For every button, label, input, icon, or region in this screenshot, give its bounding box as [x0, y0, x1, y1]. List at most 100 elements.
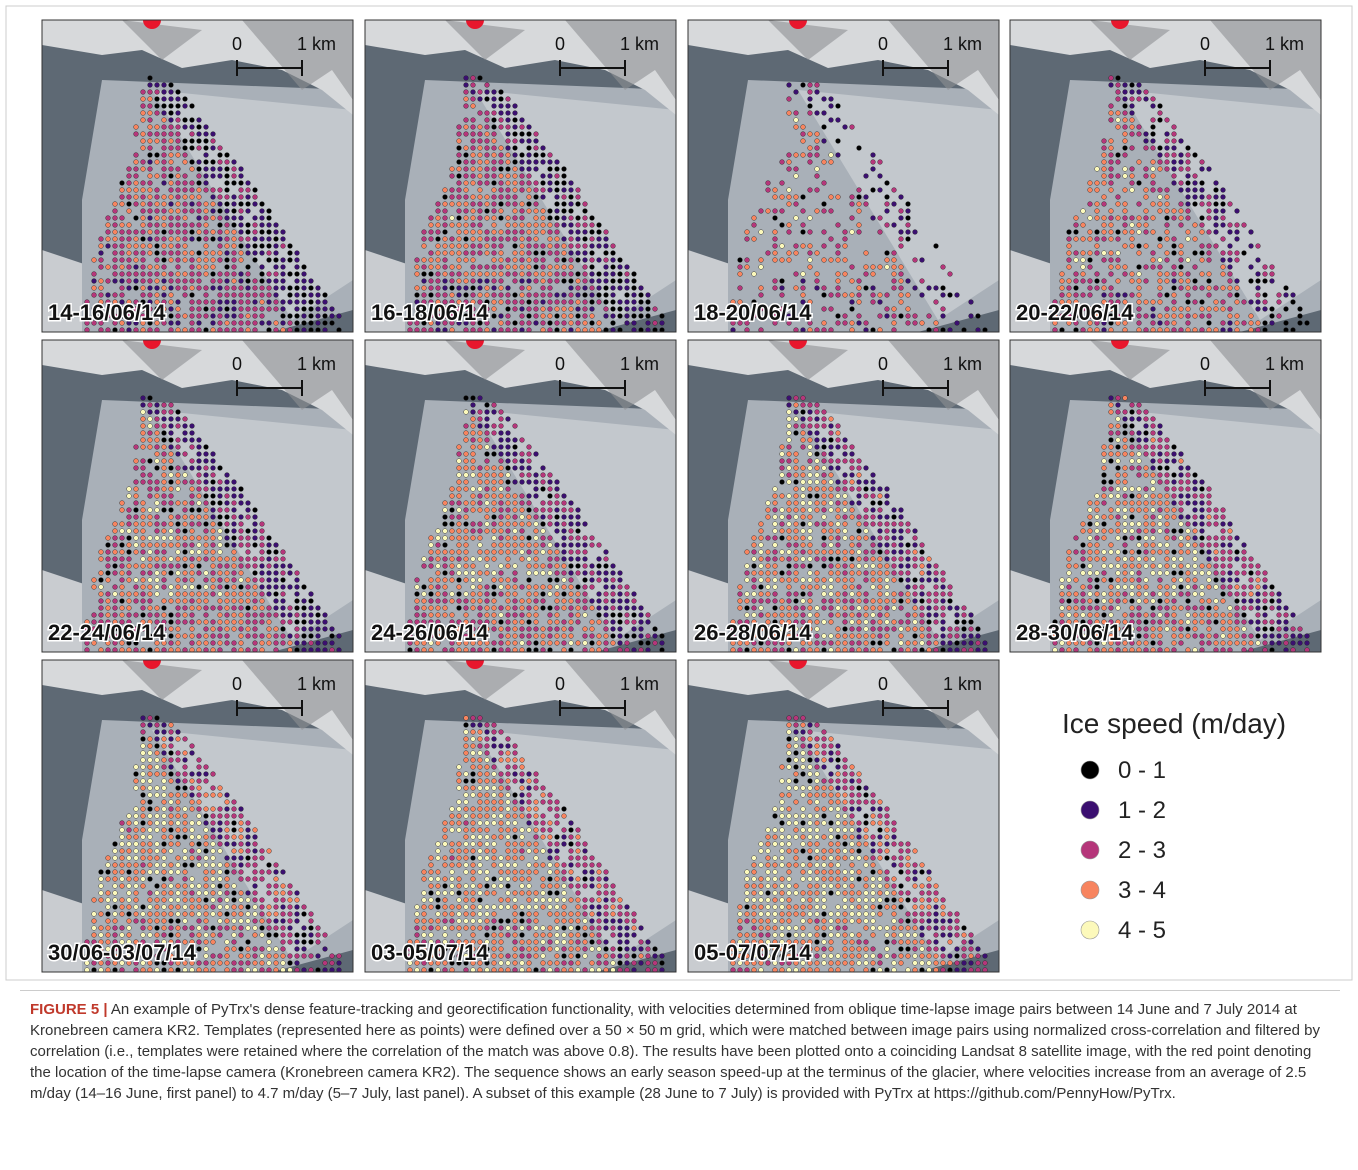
tracked-point — [604, 307, 609, 312]
tracked-point — [513, 153, 518, 158]
tracked-point — [1130, 550, 1135, 555]
tracked-point — [239, 571, 244, 576]
tracked-point — [1158, 459, 1163, 464]
tracked-point — [134, 216, 139, 221]
tracked-point — [1102, 445, 1107, 450]
tracked-point — [808, 501, 813, 506]
tracked-point — [864, 286, 869, 291]
tracked-point — [253, 508, 258, 513]
tracked-point — [1221, 202, 1226, 207]
tracked-point — [1165, 279, 1170, 284]
tracked-point — [562, 314, 567, 319]
tracked-point — [1221, 508, 1226, 513]
tracked-point — [169, 557, 174, 562]
tracked-point — [260, 300, 265, 305]
tracked-point — [611, 585, 616, 590]
tracked-point — [1158, 195, 1163, 200]
tracked-point — [534, 251, 539, 256]
tracked-point — [155, 244, 160, 249]
tracked-point — [155, 272, 160, 277]
tracked-point — [225, 293, 230, 298]
tracked-point — [443, 202, 448, 207]
tracked-point — [801, 223, 806, 228]
tracked-point — [611, 279, 616, 284]
tracked-point — [1228, 265, 1233, 270]
tracked-point — [548, 494, 553, 499]
tracked-point — [969, 627, 974, 632]
tracked-point — [155, 188, 160, 193]
tracked-point — [148, 90, 153, 95]
tracked-point — [527, 258, 532, 263]
tracked-point — [506, 237, 511, 242]
tracked-point — [534, 132, 539, 137]
tracked-point — [787, 438, 792, 443]
tracked-point — [113, 606, 118, 611]
tracked-point — [1123, 90, 1128, 95]
tracked-point — [485, 585, 490, 590]
tracked-point — [541, 522, 546, 527]
tracked-point — [183, 237, 188, 242]
tracked-point — [155, 83, 160, 88]
tracked-point — [443, 592, 448, 597]
tracked-point — [836, 522, 841, 527]
tracked-point — [204, 599, 209, 604]
tracked-point — [113, 265, 118, 270]
tracked-point — [513, 279, 518, 284]
tracked-point — [120, 536, 125, 541]
tracked-point — [766, 536, 771, 541]
tracked-point — [597, 230, 602, 235]
tracked-point — [295, 634, 300, 639]
tracked-point — [211, 592, 216, 597]
tracked-point — [232, 230, 237, 235]
tracked-point — [520, 251, 525, 256]
tracked-point — [141, 396, 146, 401]
tracked-point — [1277, 293, 1282, 298]
tracked-point — [1172, 279, 1177, 284]
tracked-point — [457, 244, 462, 249]
tracked-point — [1151, 459, 1156, 464]
tracked-point — [1221, 209, 1226, 214]
tracked-point — [1130, 83, 1135, 88]
tracked-point — [822, 293, 827, 298]
tracked-point — [520, 181, 525, 186]
tracked-point — [794, 466, 799, 471]
tracked-point — [625, 613, 630, 618]
tracked-point — [176, 314, 181, 319]
tracked-point — [169, 634, 174, 639]
tracked-point — [436, 543, 441, 548]
scale-start: 0 — [555, 354, 565, 374]
tracked-point — [260, 592, 265, 597]
tracked-point — [548, 613, 553, 618]
tracked-point — [822, 480, 827, 485]
tracked-point — [169, 90, 174, 95]
tracked-point — [211, 578, 216, 583]
tracked-point — [436, 536, 441, 541]
tracked-point — [871, 501, 876, 506]
tracked-point — [1207, 508, 1212, 513]
tracked-point — [478, 592, 483, 597]
tracked-point — [1193, 202, 1198, 207]
tracked-point — [527, 641, 532, 646]
tracked-point — [1200, 522, 1205, 527]
tracked-point — [1242, 557, 1247, 562]
tracked-point — [1200, 181, 1205, 186]
tracked-point — [527, 125, 532, 130]
tracked-point — [836, 104, 841, 109]
tracked-point — [204, 237, 209, 242]
tracked-point — [808, 452, 813, 457]
tracked-point — [457, 515, 462, 520]
tracked-point — [232, 293, 237, 298]
tracked-point — [822, 634, 827, 639]
tracked-point — [808, 529, 813, 534]
tracked-point — [759, 265, 764, 270]
tracked-point — [801, 410, 806, 415]
tracked-point — [183, 195, 188, 200]
tracked-point — [639, 293, 644, 298]
tracked-point — [415, 272, 420, 277]
tracked-point — [829, 599, 834, 604]
tracked-point — [801, 153, 806, 158]
tracked-point — [857, 529, 862, 534]
tracked-point — [211, 641, 216, 646]
tracked-point — [857, 480, 862, 485]
tracked-point — [836, 459, 841, 464]
